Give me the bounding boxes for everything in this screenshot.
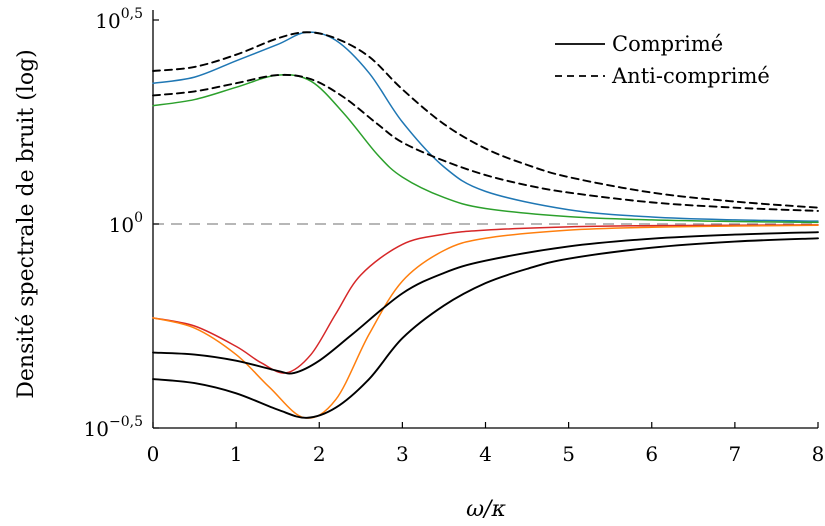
axis-ticks: 0 1 2 3 4 5 6 7 8 100,5 100 10−0,5 <box>84 6 825 466</box>
x-tick-label: 6 <box>645 442 658 466</box>
x-tick-label: 7 <box>729 442 742 466</box>
y-tick-label: 10−0,5 <box>84 414 143 441</box>
x-tick-label: 1 <box>230 442 243 466</box>
series-line-1 <box>152 73 819 224</box>
series-line-3 <box>152 73 819 212</box>
x-tick-label: 8 <box>812 442 825 466</box>
x-tick-label: 3 <box>396 442 409 466</box>
y-tick-label: 100,5 <box>95 6 143 33</box>
series-line-0 <box>152 31 819 222</box>
series-line-2 <box>152 31 819 209</box>
y-axis-label: Densité spectrale de bruit (log) <box>14 49 39 399</box>
series-line-6 <box>152 231 819 375</box>
series-line-4 <box>152 224 819 374</box>
x-tick-label: 4 <box>479 442 492 466</box>
legend: Comprimé Anti-comprimé <box>555 32 770 88</box>
legend-label-dashed: Anti-comprimé <box>611 64 770 88</box>
series-line-5 <box>152 224 819 419</box>
x-tick-label: 5 <box>562 442 575 466</box>
series-line-7 <box>152 237 819 419</box>
x-axis-label: ω/κ <box>466 497 506 522</box>
legend-label-solid: Comprimé <box>612 32 723 56</box>
x-tick-label: 0 <box>147 442 160 466</box>
series-layer <box>152 31 819 419</box>
y-tick-label: 100 <box>109 210 143 237</box>
x-tick-label: 2 <box>313 442 326 466</box>
